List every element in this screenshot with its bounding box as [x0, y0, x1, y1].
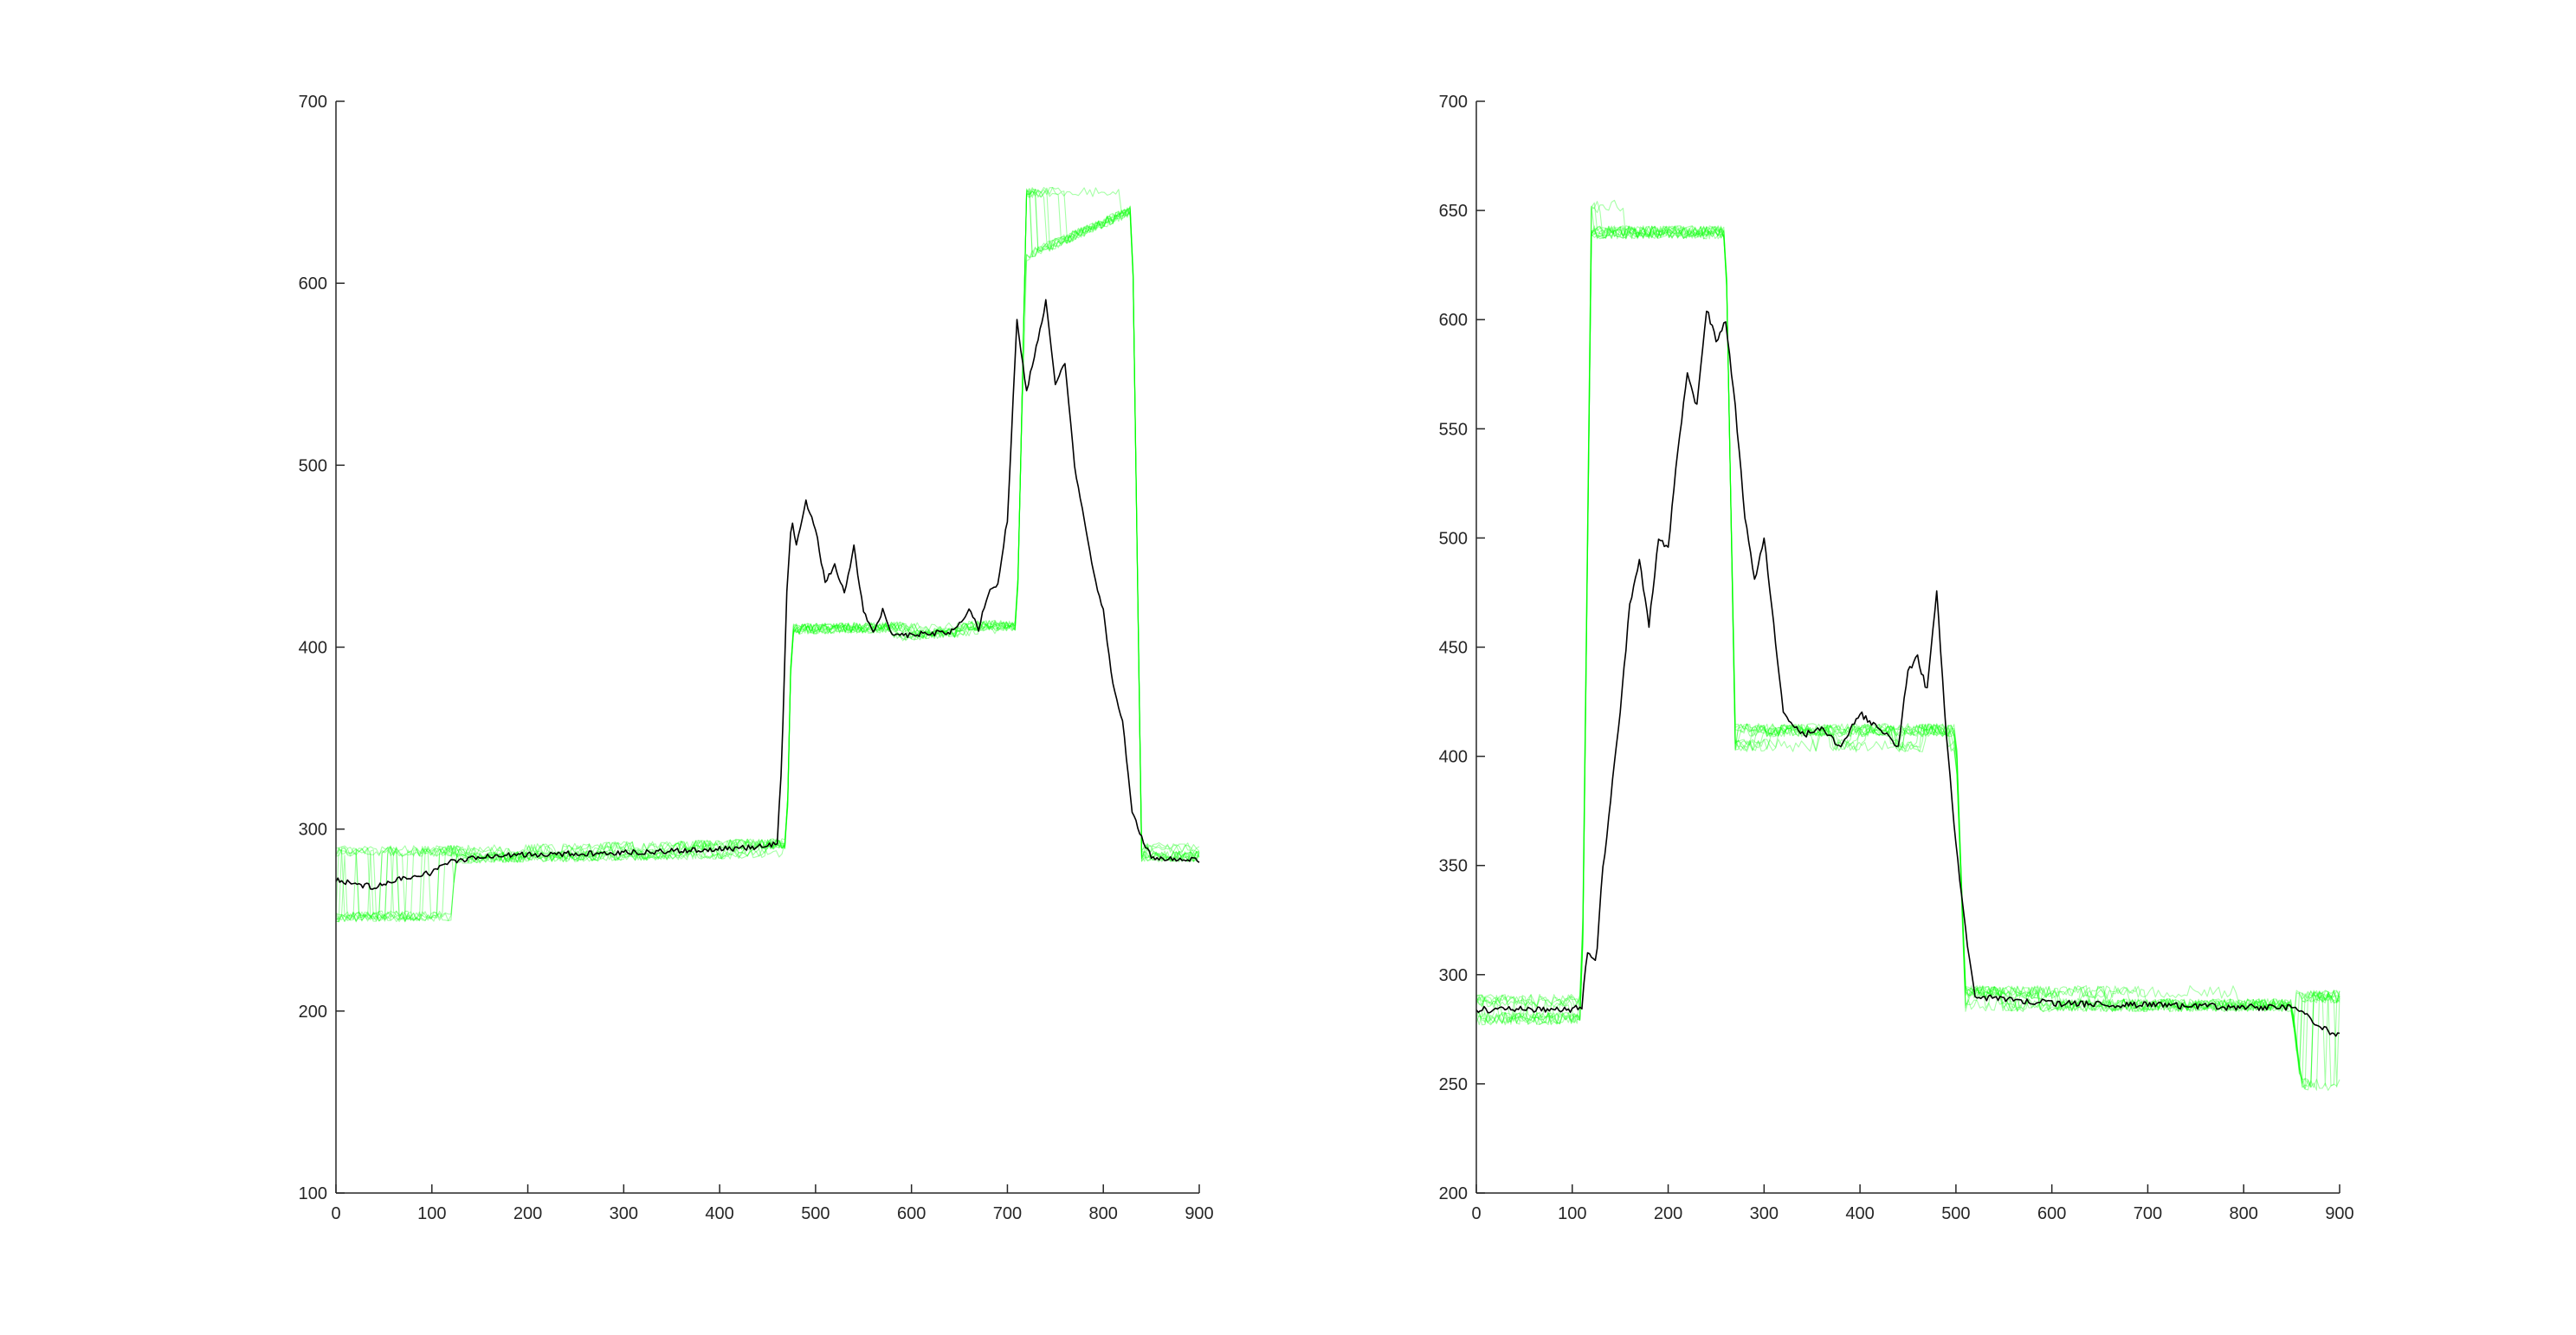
sample-trace-4: [1475, 225, 2340, 1087]
y-tick-label: 700: [1439, 93, 1468, 112]
x-tick-label: 900: [2325, 1204, 2353, 1223]
x-tick-label: 800: [2230, 1204, 2258, 1223]
x-tick-label: 500: [801, 1204, 830, 1223]
y-tick-label: 100: [299, 1184, 327, 1203]
y-tick-label: 200: [299, 1003, 327, 1022]
y-tick-label: 200: [1439, 1184, 1468, 1203]
sample-trace-10: [335, 186, 1200, 923]
x-tick-label: 800: [1089, 1204, 1118, 1223]
x-tick-label: 100: [417, 1204, 446, 1223]
sample-trace-9: [1475, 205, 2340, 1074]
x-tick-label: 300: [610, 1204, 638, 1223]
mean-trace: [1475, 310, 2340, 1037]
y-tick-label: 450: [1439, 639, 1468, 658]
mean-trace: [335, 299, 1200, 890]
y-tick-label: 250: [1439, 1075, 1468, 1094]
sample-trace-11: [1475, 225, 2340, 1089]
x-tick-label: 0: [331, 1204, 340, 1223]
x-tick-label: 900: [1185, 1204, 1213, 1223]
x-tick-label: 0: [1471, 1204, 1481, 1223]
sample-trace-1: [335, 188, 1200, 922]
y-tick-label: 600: [1439, 311, 1468, 330]
y-tick-label: 550: [1439, 420, 1468, 439]
x-tick-label: 600: [897, 1204, 926, 1223]
sample-trace-3: [335, 210, 1200, 922]
sample-trace-7: [1475, 225, 2340, 1071]
sample-trace-7: [335, 187, 1200, 923]
x-tick-label: 300: [1750, 1204, 1779, 1223]
sample-trace-8: [335, 190, 1200, 923]
sample-trace-8: [1475, 225, 2340, 1028]
y-tick-label: 300: [1439, 966, 1468, 985]
x-tick-label: 200: [513, 1204, 542, 1223]
y-tick-label: 500: [1439, 529, 1468, 548]
sample-trace-9: [335, 208, 1200, 922]
y-tick-label: 400: [299, 639, 327, 658]
y-tick-label: 400: [1439, 748, 1468, 767]
sample-trace-5: [335, 190, 1200, 923]
x-tick-label: 500: [1941, 1204, 1970, 1223]
x-tick-label: 400: [1845, 1204, 1874, 1223]
x-tick-label: 700: [993, 1204, 1022, 1223]
sample-trace-0: [335, 187, 1200, 922]
sample-trace-2: [1475, 225, 2340, 1088]
y-tick-label: 500: [299, 456, 327, 475]
sample-trace-0: [1475, 225, 2340, 1090]
y-tick-label: 300: [299, 821, 327, 840]
sample-trace-1: [1475, 202, 2340, 1087]
sample-trace-11: [335, 188, 1200, 922]
sample-trace-6: [1475, 201, 2340, 1091]
y-tick-label: 350: [1439, 857, 1468, 876]
x-tick-label: 200: [1654, 1204, 1682, 1223]
x-tick-label: 400: [705, 1204, 733, 1223]
y-tick-label: 600: [299, 274, 327, 293]
sample-trace-10: [1475, 199, 2340, 1083]
y-tick-label: 700: [299, 93, 327, 112]
chart-right: 200 250 300 350 400 450 500 550 600 650 700 0 100 200…: [1439, 93, 2354, 1223]
x-tick-label: 600: [2037, 1204, 2066, 1223]
x-tick-label: 100: [1558, 1204, 1586, 1223]
y-tick-label: 650: [1439, 202, 1468, 221]
x-tick-label: 700: [2134, 1204, 2162, 1223]
